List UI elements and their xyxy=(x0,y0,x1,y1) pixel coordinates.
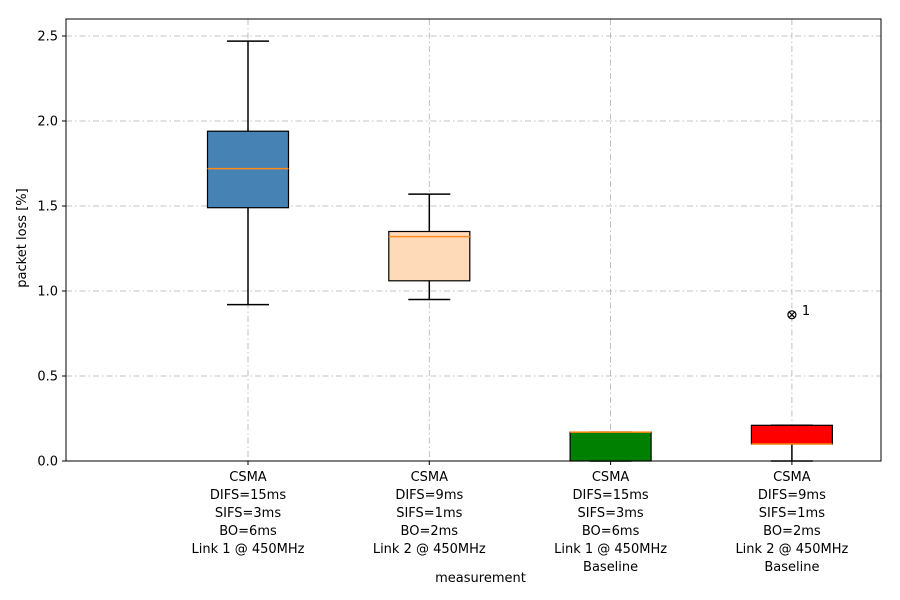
plot-frame xyxy=(65,18,882,462)
x-tick-label-line: DIFS=9ms xyxy=(758,488,826,503)
x-tick-label-line: CSMA xyxy=(229,470,267,485)
iqr-box xyxy=(206,130,290,209)
x-tick-label-line: DIFS=15ms xyxy=(572,488,648,503)
iqr-box xyxy=(569,431,652,462)
x-axis-label: measurement xyxy=(435,571,526,586)
box-group-3 xyxy=(569,431,652,462)
box-group-4: 1 xyxy=(750,304,834,462)
x-tick-label-line: Baseline xyxy=(583,560,638,575)
box-group-2 xyxy=(388,193,471,301)
iqr-box xyxy=(388,230,471,282)
y-axis-label: packet loss [%] xyxy=(15,188,30,287)
x-tick-label-line: SIFS=3ms xyxy=(215,506,281,521)
y-tick-label: 1.0 xyxy=(37,285,58,300)
x-tick-label-line: SIFS=3ms xyxy=(578,506,644,521)
iqr-box xyxy=(750,424,834,445)
x-tick-label-line: BO=6ms xyxy=(219,524,277,539)
x-tick-label-line: CSMA xyxy=(773,470,811,485)
x-tick-label-line: BO=6ms xyxy=(582,524,640,539)
y-tick-label: 0.5 xyxy=(37,370,58,385)
y-axis-ticks: 0.0 0.5 1.0 1.5 2.0 2.5 xyxy=(37,30,66,470)
outlier-label: 1 xyxy=(802,304,810,319)
grid-layer xyxy=(66,19,881,462)
y-tick-label: 0.0 xyxy=(37,455,58,470)
x-tick-label-line: Link 1 @ 450MHz xyxy=(554,542,667,557)
x-tick-label-line: DIFS=9ms xyxy=(395,488,463,503)
y-tick-label: 1.5 xyxy=(37,200,58,215)
y-tick-label: 2.5 xyxy=(37,30,58,45)
x-tick-label-line: SIFS=1ms xyxy=(396,506,462,521)
x-tick-label: CSMA DIFS=9ms SIFS=1ms BO=2ms Link 2 @ 450MH… xyxy=(735,470,848,575)
x-tick-label: CSMA DIFS=15ms SIFS=3ms BO=6ms Link 1 @ 450M… xyxy=(192,470,305,557)
x-tick-label: CSMA DIFS=15ms SIFS=3ms BO=6ms Link 1 @ 450M… xyxy=(554,470,667,575)
x-axis-ticks: CSMA DIFS=15ms SIFS=3ms BO=6ms Link 1 @ 450M… xyxy=(192,461,849,575)
x-tick-label-line: BO=2ms xyxy=(401,524,459,539)
outlier-point xyxy=(787,310,797,320)
x-tick-label: CSMA DIFS=9ms SIFS=1ms BO=2ms Link 2 @ 450MH… xyxy=(373,470,486,557)
box-group-1 xyxy=(206,40,290,306)
x-tick-label-line: DIFS=15ms xyxy=(210,488,286,503)
box-layer: 1 xyxy=(206,40,834,462)
x-tick-label-line: CSMA xyxy=(411,470,449,485)
y-tick-label: 2.0 xyxy=(37,115,58,130)
x-tick-label-line: Link 1 @ 450MHz xyxy=(192,542,305,557)
x-tick-label-line: CSMA xyxy=(592,470,630,485)
x-tick-label-line: Link 2 @ 450MHz xyxy=(735,542,848,557)
x-tick-label-line: Link 2 @ 450MHz xyxy=(373,542,486,557)
x-tick-label-line: BO=2ms xyxy=(763,524,821,539)
x-tick-label-line: Baseline xyxy=(764,560,819,575)
x-tick-label-line: SIFS=1ms xyxy=(759,506,825,521)
